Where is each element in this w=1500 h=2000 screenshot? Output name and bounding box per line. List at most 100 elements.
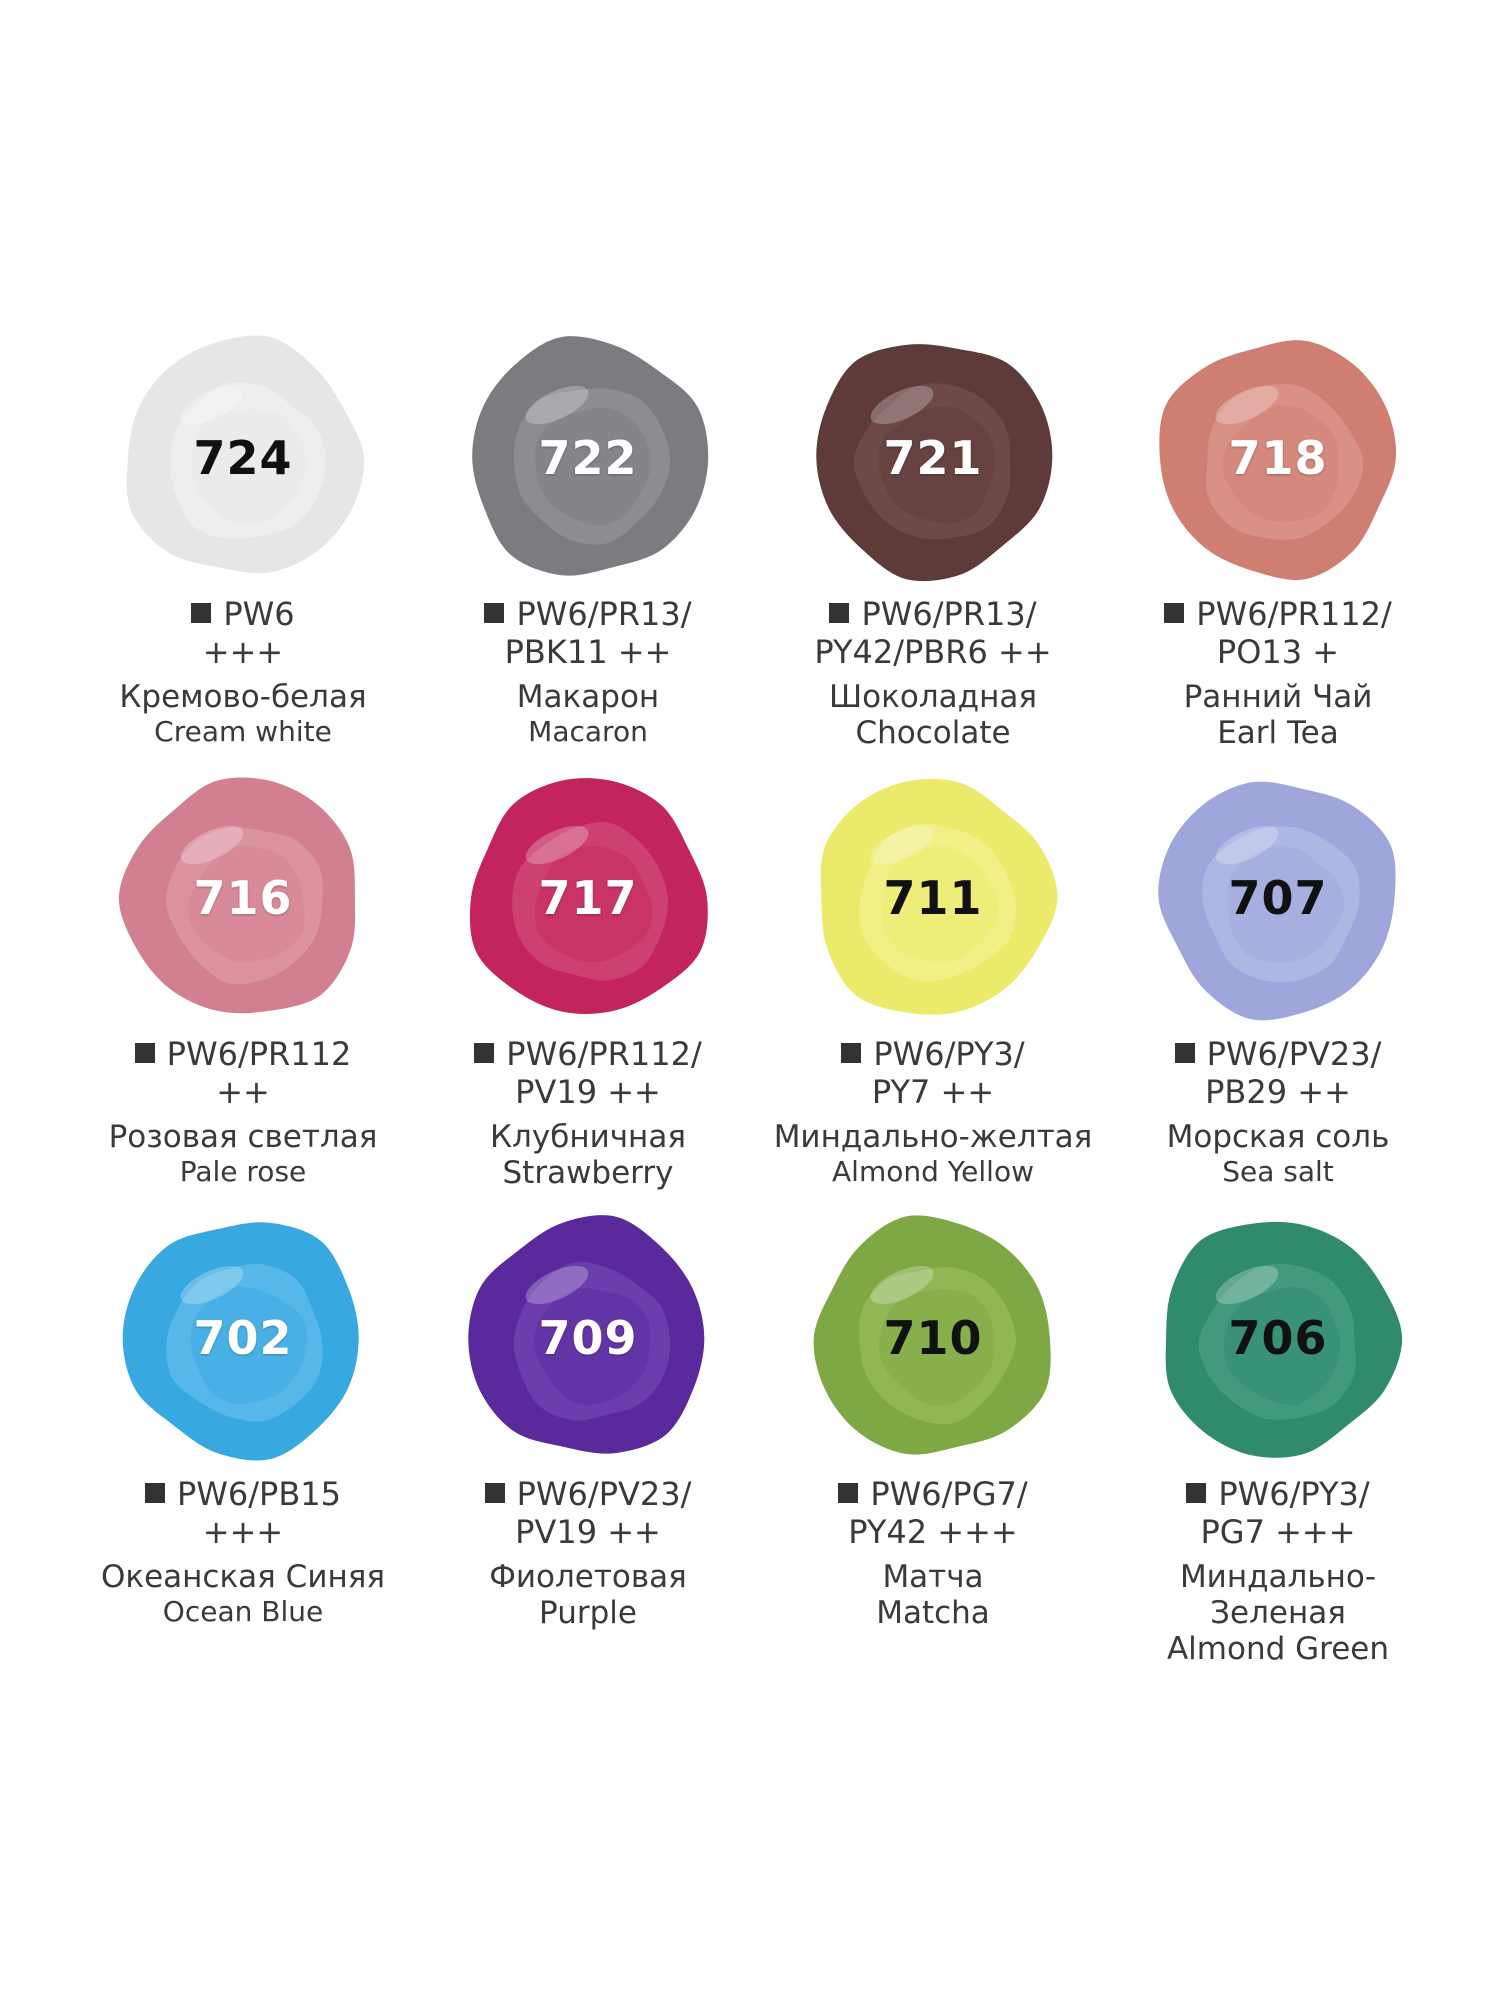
lightfastness-square-icon xyxy=(144,1483,165,1503)
paint-blob-icon xyxy=(1165,1221,1403,1458)
blob-highlight xyxy=(859,1267,1016,1425)
lightfastness-square-icon xyxy=(1164,603,1185,623)
blob-highlight xyxy=(514,388,671,545)
paint-blob-icon xyxy=(1158,781,1396,1021)
blob-center xyxy=(878,406,995,524)
paint-blob-icon xyxy=(468,1215,705,1454)
swatch-card: 706 PW6/PY3/PG7 +++ Миндально- Зеленая Almon… xyxy=(1108,1215,1448,1667)
paint-blob-icon xyxy=(472,336,709,576)
paint-blob-icon xyxy=(820,778,1058,1015)
color-code: 717 xyxy=(538,871,638,925)
pigments-line-1: PW6/PY3/ xyxy=(873,1035,1025,1073)
paint-blob-icon xyxy=(118,777,356,1014)
blob-gloss xyxy=(1215,1265,1279,1305)
pigments-line-1: PW6/PR112/ xyxy=(506,1035,702,1073)
paint-swatch: 721 xyxy=(810,335,1056,582)
blob-highlight xyxy=(1198,1263,1356,1420)
pigments-line-1: PW6/PV23/ xyxy=(1206,1035,1382,1073)
pigment-info: PW6/PR13/PY42/PBR6 ++ Шоколадная Chocolate xyxy=(763,595,1103,751)
pigment-info: PW6/PR13/PBK11 ++ Макарон Macaron xyxy=(418,595,758,749)
color-name-ru: Ранний Чай xyxy=(1183,679,1373,715)
color-name-ru: Миндально-желтая xyxy=(773,1119,1093,1155)
blob-gloss xyxy=(180,385,244,425)
pigments-line-2: PV19 ++ xyxy=(515,1513,661,1551)
paint-swatch: 702 xyxy=(120,1215,366,1461)
color-code: 706 xyxy=(1228,1311,1328,1365)
swatch-card: 721 PW6/PR13/PY42/PBR6 ++ Шоколадная Chocol… xyxy=(763,335,1103,751)
blob-gloss xyxy=(870,1265,934,1305)
color-code: 707 xyxy=(1228,871,1328,925)
blob-gloss xyxy=(1215,825,1279,865)
blob-highlight xyxy=(853,383,1011,540)
pigments-line-2: PY42 +++ xyxy=(848,1513,1018,1551)
pigment-info: PW6/PR112 ++ Розовая светлая Pale rose xyxy=(73,1035,413,1189)
pigments-line-1: PW6/PR13/ xyxy=(516,595,692,633)
color-name-en: Macaron xyxy=(528,715,648,748)
lightfastness-square-icon xyxy=(484,603,505,623)
color-code: 721 xyxy=(883,431,983,485)
color-name-ru: Миндально- xyxy=(1179,1559,1377,1595)
lightfastness-square-icon xyxy=(841,1043,862,1063)
lightfastness-square-icon xyxy=(134,1043,155,1063)
blob-center xyxy=(533,1288,651,1406)
paint-swatch: 709 xyxy=(465,1215,711,1461)
blob-center xyxy=(187,845,305,962)
paint-blob-icon xyxy=(813,1215,1051,1455)
blob-gloss xyxy=(1215,385,1279,425)
color-name-en: Almond Green xyxy=(1166,1631,1390,1667)
pigments-line-2: PY42/PBR6 ++ xyxy=(814,633,1052,671)
pigment-info: PW6/PB15 +++ Океанская Синяя Ocean Blue xyxy=(73,1475,413,1629)
swatch-card: 707 PW6/PV23/PB29 ++ Морская соль Sea salt xyxy=(1108,775,1448,1189)
pigments-line-1: PW6 xyxy=(223,595,295,633)
blob-gloss xyxy=(525,825,589,865)
pigments-line-2: +++ xyxy=(202,633,284,671)
swatch-card: 702 PW6/PB15 +++ Океанская Синяя Ocean Blue xyxy=(73,1215,413,1629)
blob-highlight xyxy=(170,382,327,540)
pigments-line-2: ++ xyxy=(216,1073,270,1111)
blob-gloss xyxy=(180,1265,244,1305)
color-name-en: Pale rose xyxy=(179,1155,307,1188)
blob-center xyxy=(190,409,307,526)
color-name-ru: Клубничная xyxy=(490,1119,686,1155)
pigments-line-2: PY7 ++ xyxy=(871,1073,995,1111)
color-name-ru: Макарон xyxy=(516,679,660,715)
color-code: 718 xyxy=(1228,431,1328,485)
pigments-line-2: PG7 +++ xyxy=(1200,1513,1356,1551)
blob-center xyxy=(190,1287,308,1405)
color-code: 722 xyxy=(538,431,638,485)
color-name-ru: Кремово-белая xyxy=(119,679,367,715)
swatch-card: 711 PW6/PY3/PY7 ++ Миндально-желтая Almond … xyxy=(763,775,1103,1189)
paint-blob-icon xyxy=(122,1222,359,1461)
swatch-card: 717 PW6/PR112/PV19 ++ Клубничная Strawberry xyxy=(418,775,758,1191)
pigment-info: PW6/PY3/PG7 +++ Миндально- Зеленая Almond G… xyxy=(1108,1475,1448,1667)
pigment-info: PW6/PY3/PY7 ++ Миндально-желтая Almond Yel… xyxy=(763,1035,1103,1189)
paint-swatch: 722 xyxy=(465,335,711,581)
pigments-line-1: PW6/PB15 xyxy=(176,1475,342,1513)
pigments-line-1: PW6/PY3/ xyxy=(1218,1475,1370,1513)
swatch-card: 724 PW6 +++ Кремово-белая Cream white xyxy=(73,335,413,749)
swatch-card: 718 PW6/PR112/PO13 + Ранний Чай Earl Tea xyxy=(1108,335,1448,751)
blob-highlight xyxy=(166,827,323,985)
paint-blob-icon xyxy=(126,335,365,574)
color-name-en: Earl Tea xyxy=(1217,715,1339,751)
lightfastness-square-icon xyxy=(838,1483,859,1503)
swatch-card: 716 PW6/PR112 ++ Розовая светлая Pale rose xyxy=(73,775,413,1189)
pigments-line-1: PW6/PV23/ xyxy=(516,1475,692,1513)
paint-swatch: 706 xyxy=(1155,1215,1403,1461)
color-name-en: Ocean Blue xyxy=(162,1595,324,1628)
pigments-line-2: PB29 ++ xyxy=(1205,1073,1351,1111)
color-name-en: Purple xyxy=(539,1595,637,1631)
blob-gloss xyxy=(180,825,244,865)
color-name-ru: Шоколадная xyxy=(829,679,1037,715)
blob-center xyxy=(1222,405,1339,522)
swatch-card: 722 PW6/PR13/PBK11 ++ Макарон Macaron xyxy=(418,335,758,749)
color-name-ru: Розовая светлая xyxy=(108,1119,378,1155)
pigments-line-2: +++ xyxy=(202,1513,284,1551)
paint-swatch: 718 xyxy=(1155,335,1401,581)
blob-highlight xyxy=(1202,826,1360,983)
paint-swatch: 707 xyxy=(1155,775,1401,1021)
color-code: 711 xyxy=(883,871,983,925)
lightfastness-square-icon xyxy=(829,603,850,623)
pigments-line-1: PW6/PG7/ xyxy=(870,1475,1028,1513)
